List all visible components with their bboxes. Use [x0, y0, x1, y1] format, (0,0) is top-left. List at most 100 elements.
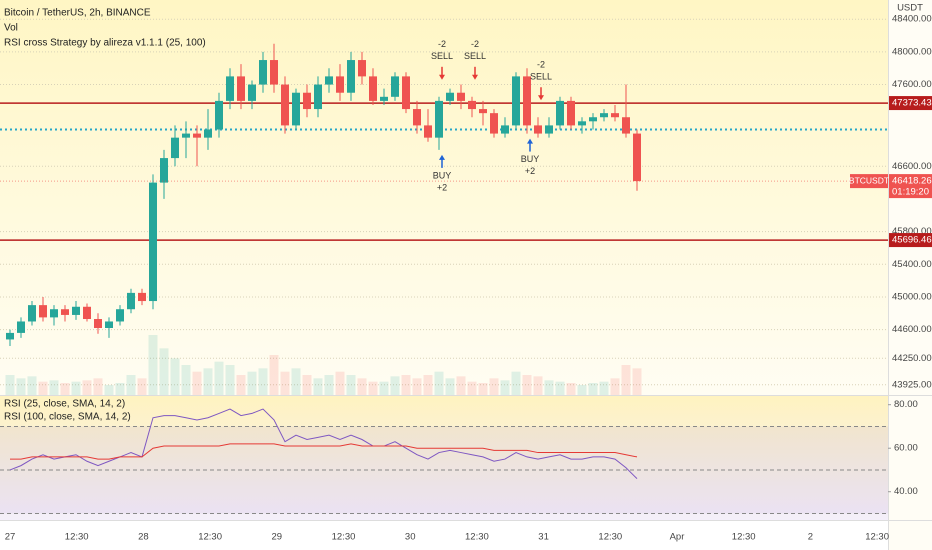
signal-side: SELL: [530, 72, 552, 82]
y-tick-label: 45000.00: [892, 291, 932, 302]
candle-body: [160, 158, 168, 183]
volume-bar: [368, 381, 378, 395]
legend-entry: RSI (25, close, SMA, 14, 2): [4, 399, 125, 410]
level-label: 45696.46: [892, 235, 932, 246]
symbol-label: BTCUSDT: [849, 175, 889, 185]
volume-bar: [104, 385, 114, 395]
candle-body: [61, 309, 69, 315]
y-tick-label: 47600.00: [892, 79, 932, 90]
candle-body: [490, 113, 498, 134]
volume-bar: [467, 381, 477, 395]
candle-body: [314, 84, 322, 110]
rsi-tick-label: 60.00: [894, 443, 918, 454]
volume-bar: [390, 376, 400, 395]
volume-bar: [434, 371, 444, 395]
candle-body: [347, 60, 355, 93]
candle-body: [39, 305, 47, 318]
volume-bar: [82, 380, 92, 395]
volume-bar: [610, 378, 620, 395]
volume-label: Vol: [4, 23, 18, 34]
candle-body: [17, 321, 25, 333]
candle-body: [633, 133, 641, 182]
level-box: [889, 96, 932, 111]
volume-bar: [313, 378, 323, 395]
signal-side: SELL: [431, 51, 453, 61]
volume-bar: [49, 380, 59, 395]
volume-bar: [236, 375, 246, 395]
candle-body: [380, 96, 388, 101]
volume-bar: [159, 348, 169, 395]
volume-bar: [247, 371, 257, 395]
volume-bar: [60, 383, 70, 395]
volume-bar: [38, 381, 48, 395]
x-tick-label: 12:30: [332, 532, 356, 543]
volume-bar: [258, 368, 268, 395]
candle-body: [116, 309, 124, 322]
candle-body: [270, 60, 278, 85]
candle-body: [182, 133, 190, 138]
signal-side: BUY: [433, 170, 452, 180]
volume-bar: [269, 355, 279, 395]
x-tick-label: 29: [272, 532, 283, 543]
candle-body: [259, 60, 267, 85]
candle-body: [303, 92, 311, 110]
volume-bar: [16, 378, 26, 395]
candle-body: [28, 305, 36, 322]
volume-bar: [302, 375, 312, 395]
signal-arrow-head: [439, 154, 445, 160]
volume-bar: [93, 378, 103, 395]
candle-body: [149, 182, 157, 302]
x-tick-label: 27: [5, 532, 16, 543]
x-tick-label: 12:30: [198, 532, 222, 543]
volume-bar: [280, 371, 290, 395]
level-label: 47373.43: [892, 98, 932, 109]
volume-bar: [115, 383, 125, 395]
x-tick-label: 2: [808, 532, 813, 543]
candle-body: [545, 125, 553, 134]
candle-body: [248, 84, 256, 101]
volume-bar: [5, 375, 15, 395]
candle-body: [193, 133, 201, 138]
volume-bar: [137, 378, 147, 395]
volume-bar: [181, 365, 191, 395]
y-tick-label: 44600.00: [892, 324, 932, 335]
signal-arrow-head: [527, 138, 533, 144]
volume-bar: [71, 381, 81, 395]
y-tick-label: 43925.00: [892, 379, 932, 390]
volume-bar: [533, 376, 543, 395]
candle-body: [468, 100, 476, 110]
signal-qty: +2: [437, 182, 447, 192]
y-tick-label: 46600.00: [892, 161, 932, 172]
volume-bar: [291, 368, 301, 395]
candle-body: [567, 100, 575, 126]
volume-bar: [632, 368, 642, 395]
candle-body: [512, 76, 520, 126]
candle-body: [622, 117, 630, 134]
volume-bar: [214, 361, 224, 395]
candle-body: [6, 332, 14, 340]
last-price-label: 46418.26: [892, 176, 932, 187]
x-tick-label: 12:30: [598, 532, 622, 543]
candle-body: [94, 319, 102, 329]
candle-body: [127, 292, 135, 310]
candle-body: [83, 306, 91, 320]
candle-body: [534, 125, 542, 134]
signal-qty: +2: [525, 166, 535, 176]
volume-bar: [599, 381, 609, 395]
strategy-label: RSI cross Strategy by alireza v1.1.1 (25…: [4, 38, 206, 49]
volume-bar: [445, 378, 455, 395]
candle-body: [446, 92, 454, 101]
volume-bar: [401, 375, 411, 395]
volume-bar: [346, 375, 356, 395]
symbol-box: [850, 174, 888, 189]
candle-body: [292, 92, 300, 126]
volume-bar: [170, 358, 180, 395]
candle-body: [215, 100, 223, 130]
candle-body: [501, 125, 509, 134]
candle-body: [226, 76, 234, 101]
x-tick-label: 30: [405, 532, 416, 543]
volume-bar: [588, 383, 598, 395]
volume-bar: [423, 375, 433, 395]
